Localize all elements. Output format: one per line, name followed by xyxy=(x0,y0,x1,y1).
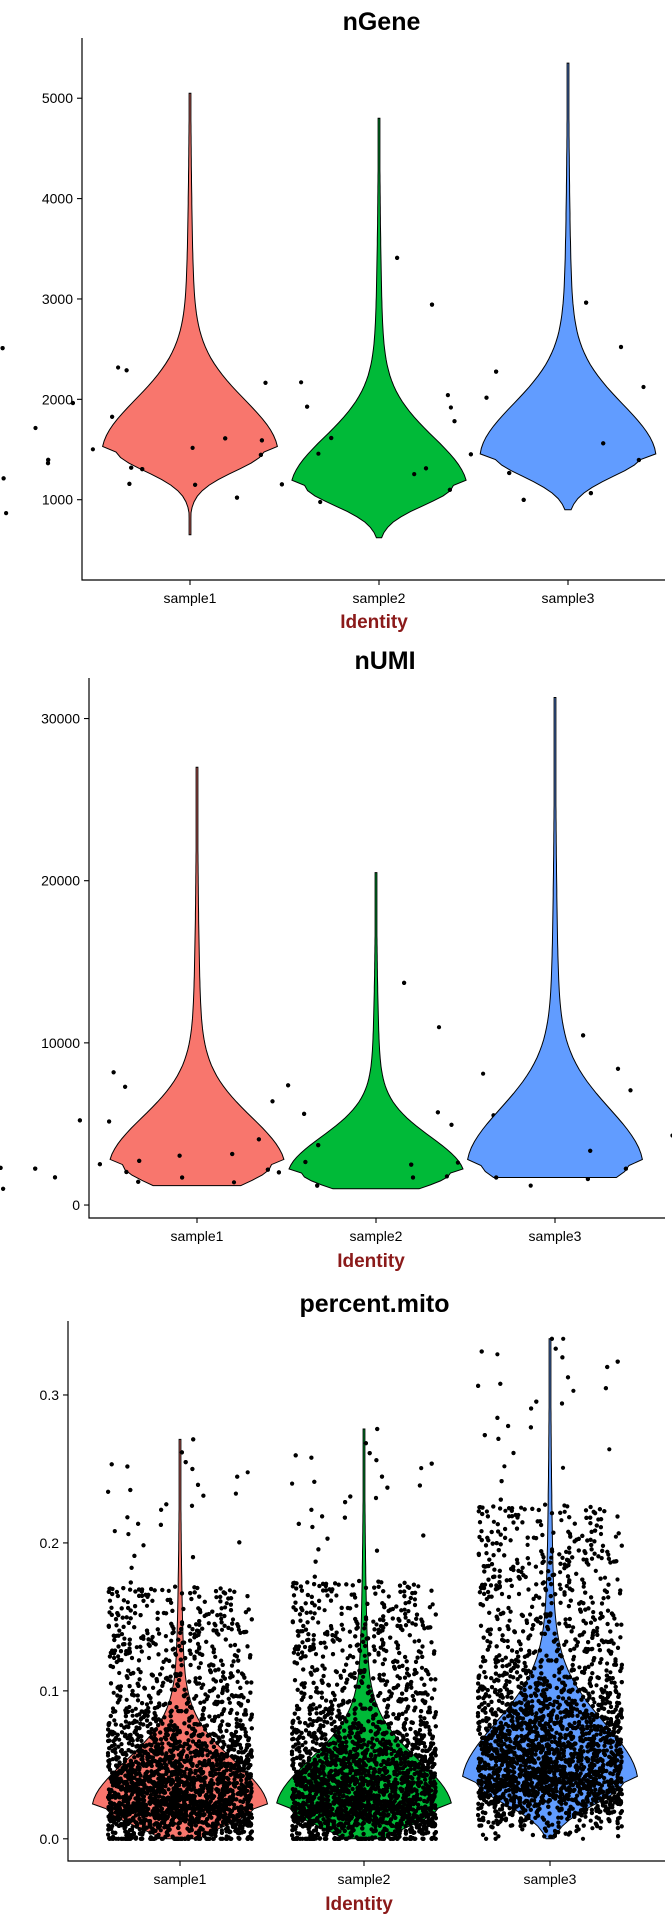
data-point xyxy=(395,256,399,260)
data-point xyxy=(259,453,263,457)
data-point xyxy=(446,393,450,397)
chart-panel-nGene: nGene 1000 2000 3000 4000 5000 sample1 sample2 s… xyxy=(0,8,672,633)
x-tick-label: sample1 xyxy=(164,590,217,606)
y-tick-label: 2000 xyxy=(42,391,73,407)
x-axis-title: Identity xyxy=(340,612,408,633)
x-tick-label: sample2 xyxy=(353,590,406,606)
data-point xyxy=(129,466,133,470)
data-point xyxy=(33,426,37,430)
data-point xyxy=(223,436,227,440)
y-tick-label: 3000 xyxy=(42,291,73,307)
data-point xyxy=(430,303,434,307)
data-point xyxy=(522,498,526,502)
data-point xyxy=(116,365,120,369)
violin-sample2 xyxy=(292,118,466,538)
data-point xyxy=(91,447,95,451)
y-tick-label: 1000 xyxy=(42,492,73,508)
y-tick-label: 5000 xyxy=(42,90,73,106)
violin-sample1 xyxy=(103,93,278,535)
data-point xyxy=(71,401,75,405)
y-tick-label: 4000 xyxy=(42,191,73,207)
data-point xyxy=(484,396,488,400)
chart-title: nGene xyxy=(343,8,421,36)
x-tick-label: sample3 xyxy=(542,590,595,606)
data-point xyxy=(263,381,267,385)
